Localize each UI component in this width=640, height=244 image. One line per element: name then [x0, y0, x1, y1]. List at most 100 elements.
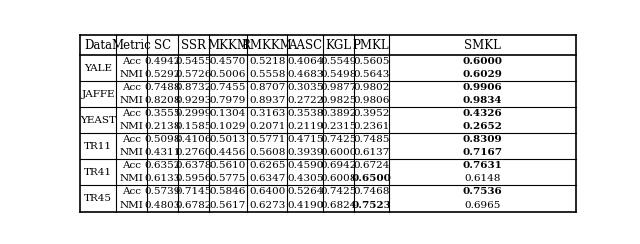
- Text: 0.8309: 0.8309: [463, 135, 502, 144]
- Text: 0.6400: 0.6400: [249, 187, 285, 196]
- Text: 0.7485: 0.7485: [353, 135, 389, 144]
- Text: Acc: Acc: [122, 83, 141, 92]
- Text: 0.9806: 0.9806: [353, 96, 389, 105]
- Text: 0.7631: 0.7631: [462, 162, 502, 171]
- Text: 0.5013: 0.5013: [210, 135, 246, 144]
- Text: 0.5608: 0.5608: [249, 148, 285, 157]
- Text: NMI: NMI: [120, 70, 143, 79]
- Text: Acc: Acc: [122, 187, 141, 196]
- Text: 0.9293: 0.9293: [175, 96, 212, 105]
- Text: 0.4456: 0.4456: [210, 148, 246, 157]
- Text: NMI: NMI: [120, 148, 143, 157]
- Text: 0.9834: 0.9834: [463, 96, 502, 105]
- Text: 0.6824: 0.6824: [320, 201, 356, 210]
- Text: 0.3892: 0.3892: [320, 109, 356, 118]
- Text: SMKL: SMKL: [464, 39, 500, 51]
- Text: 0.6942: 0.6942: [320, 162, 356, 171]
- Text: 0.5617: 0.5617: [210, 201, 246, 210]
- Text: 0.4305: 0.4305: [287, 174, 323, 183]
- Text: NMI: NMI: [120, 201, 143, 210]
- Text: 0.2652: 0.2652: [462, 122, 502, 131]
- Text: 0.6782: 0.6782: [175, 201, 212, 210]
- Text: 0.6265: 0.6265: [249, 162, 285, 171]
- Text: 0.5218: 0.5218: [249, 57, 285, 66]
- Text: 0.5739: 0.5739: [144, 187, 180, 196]
- Text: 0.2999: 0.2999: [175, 109, 212, 118]
- Text: 0.3939: 0.3939: [287, 148, 323, 157]
- Text: JAFFE: JAFFE: [81, 90, 115, 99]
- Text: RMKKM: RMKKM: [242, 39, 292, 51]
- Text: 0.8732: 0.8732: [175, 83, 212, 92]
- Text: 0.4570: 0.4570: [210, 57, 246, 66]
- Text: 0.7455: 0.7455: [210, 83, 246, 92]
- Text: 0.4683: 0.4683: [287, 70, 323, 79]
- Text: 0.2361: 0.2361: [353, 122, 389, 131]
- Text: 0.5643: 0.5643: [353, 70, 389, 79]
- Text: 0.5846: 0.5846: [210, 187, 246, 196]
- Text: 0.5605: 0.5605: [353, 57, 389, 66]
- Text: NMI: NMI: [120, 174, 143, 183]
- Text: 0.7425: 0.7425: [320, 135, 356, 144]
- Text: 0.4715: 0.4715: [287, 135, 323, 144]
- Text: 0.5771: 0.5771: [249, 135, 285, 144]
- Text: 0.5006: 0.5006: [210, 70, 246, 79]
- Text: 0.2138: 0.2138: [144, 122, 180, 131]
- Text: 0.1585: 0.1585: [175, 122, 212, 131]
- Text: 0.7979: 0.7979: [210, 96, 246, 105]
- Text: 0.7523: 0.7523: [351, 201, 391, 210]
- Text: 0.4190: 0.4190: [287, 201, 323, 210]
- Text: 0.5292: 0.5292: [144, 70, 180, 79]
- Text: Acc: Acc: [122, 135, 141, 144]
- Text: 0.6133: 0.6133: [144, 174, 180, 183]
- Text: 0.6965: 0.6965: [464, 201, 500, 210]
- Text: 0.2722: 0.2722: [287, 96, 323, 105]
- Text: 0.2315: 0.2315: [320, 122, 356, 131]
- Text: SC: SC: [154, 39, 171, 51]
- Text: 0.8707: 0.8707: [249, 83, 285, 92]
- Text: 0.7488: 0.7488: [144, 83, 180, 92]
- Text: 0.5549: 0.5549: [320, 57, 356, 66]
- Text: KGL: KGL: [325, 39, 351, 51]
- Text: MKKM: MKKM: [207, 39, 249, 51]
- Text: 0.4803: 0.4803: [144, 201, 180, 210]
- Text: PMKL: PMKL: [353, 39, 390, 51]
- Text: 0.3555: 0.3555: [144, 109, 180, 118]
- Text: 0.4064: 0.4064: [287, 57, 323, 66]
- Text: 0.9825: 0.9825: [320, 96, 356, 105]
- Text: 0.9877: 0.9877: [320, 83, 356, 92]
- Text: 0.5098: 0.5098: [144, 135, 180, 144]
- Text: 0.4106: 0.4106: [175, 135, 212, 144]
- Text: NMI: NMI: [120, 96, 143, 105]
- Text: Acc: Acc: [122, 57, 141, 66]
- Text: AASC: AASC: [288, 39, 323, 51]
- Text: 0.4326: 0.4326: [462, 109, 502, 118]
- Text: 0.3538: 0.3538: [287, 109, 323, 118]
- Text: 0.6500: 0.6500: [351, 174, 391, 183]
- Text: 0.9906: 0.9906: [462, 83, 502, 92]
- Text: Metric: Metric: [112, 39, 152, 51]
- Text: 0.8937: 0.8937: [249, 96, 285, 105]
- Text: 0.6137: 0.6137: [353, 148, 389, 157]
- Text: 0.4942: 0.4942: [144, 57, 180, 66]
- Text: Acc: Acc: [122, 162, 141, 171]
- Text: Data: Data: [84, 39, 112, 51]
- Text: 0.5558: 0.5558: [249, 70, 285, 79]
- Text: 0.2071: 0.2071: [249, 122, 285, 131]
- Text: 0.6008: 0.6008: [320, 174, 356, 183]
- Text: NMI: NMI: [120, 122, 143, 131]
- Text: 0.5956: 0.5956: [175, 174, 212, 183]
- Text: 0.7145: 0.7145: [175, 187, 212, 196]
- Text: 0.7167: 0.7167: [462, 148, 502, 157]
- Text: 0.5498: 0.5498: [320, 70, 356, 79]
- Text: 0.5726: 0.5726: [175, 70, 212, 79]
- Text: 0.2119: 0.2119: [287, 122, 323, 131]
- Text: 0.6378: 0.6378: [175, 162, 212, 171]
- Text: 0.3035: 0.3035: [287, 83, 323, 92]
- Text: 0.3952: 0.3952: [353, 109, 389, 118]
- Text: 0.6029: 0.6029: [462, 70, 502, 79]
- Text: 0.6273: 0.6273: [249, 201, 285, 210]
- Text: 0.7536: 0.7536: [462, 187, 502, 196]
- Text: TR11: TR11: [84, 142, 112, 151]
- Text: Acc: Acc: [122, 109, 141, 118]
- Text: 0.3163: 0.3163: [249, 109, 285, 118]
